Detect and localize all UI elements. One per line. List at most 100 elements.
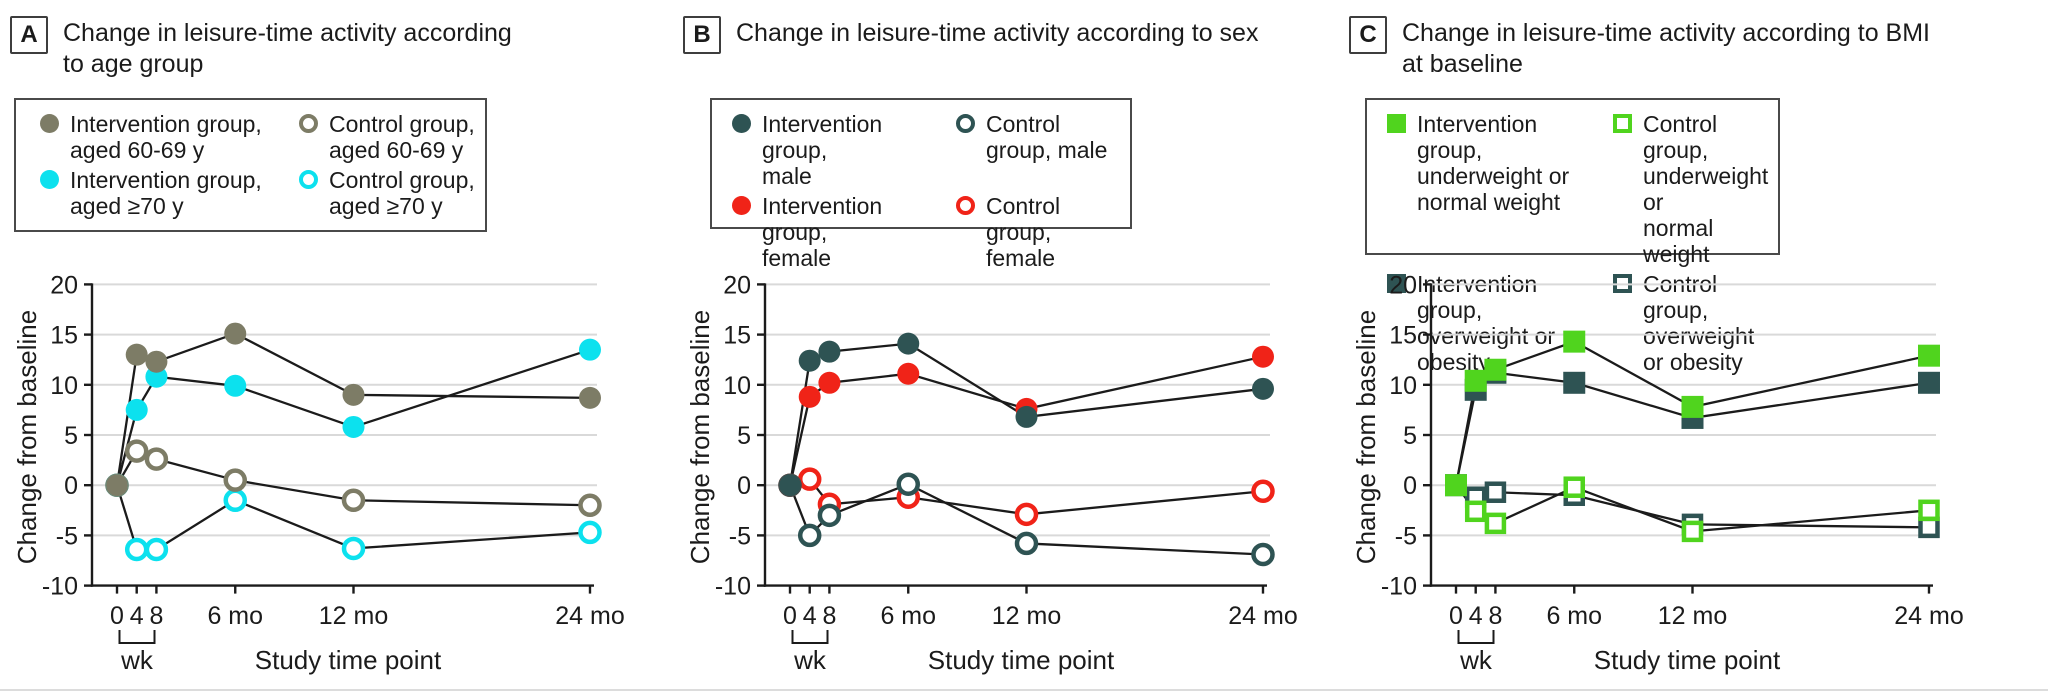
panel-a-legend: Intervention group, aged 60-69 y Interven…	[14, 98, 487, 232]
data-point	[1484, 358, 1507, 381]
panel-c-label: C	[1349, 16, 1387, 54]
legend-item: Control group, underweight or normal wei…	[1613, 111, 1768, 267]
x-tick-label: 12 mo	[992, 602, 1061, 630]
panel-c-legend: Intervention group, underweight or norma…	[1365, 98, 1780, 375]
data-point	[1251, 345, 1274, 368]
x-axis-title: Study time point	[255, 645, 442, 675]
legend-item: Intervention group, male	[732, 111, 942, 189]
data-point	[1251, 542, 1275, 567]
data-point	[223, 488, 247, 513]
data-point	[1484, 481, 1507, 503]
week-bracket-label: wk	[120, 645, 154, 675]
data-point	[897, 362, 920, 385]
panel-c: C Change in leisure-time activity accord…	[1339, 0, 2048, 689]
legend-filled-square-marker	[1387, 274, 1406, 293]
data-point	[341, 488, 366, 513]
legend-item: Intervention group, female	[732, 193, 942, 271]
data-point	[224, 374, 247, 397]
y-tick-label: -5	[729, 522, 751, 550]
data-point	[1464, 369, 1487, 392]
y-tick-label: 10	[1389, 372, 1417, 400]
y-tick-label: 10	[50, 372, 78, 400]
panel-a: A Change in leisure-time activity accord…	[0, 0, 673, 689]
y-tick-label: 0	[737, 472, 751, 500]
y-axis-title: Change from baseline	[1351, 310, 1381, 564]
data-point	[1014, 502, 1039, 527]
y-tick-label: 15	[1389, 322, 1417, 350]
panel-c-chart: 20 15 10 5 0 -5 -10 0 4 8 6 mo 12 mo 24 mo wk Study ti…	[1339, 250, 2048, 689]
series-line	[1454, 371, 1930, 486]
x-tick-label: 12 mo	[319, 602, 388, 630]
data-point	[1918, 516, 1940, 539]
legend-open-circle-marker	[956, 196, 975, 215]
y-tick-label: -10	[715, 573, 751, 601]
y-tick-label: -5	[1395, 522, 1417, 550]
data-point	[125, 343, 148, 366]
legend-open-square-marker	[1613, 114, 1632, 133]
y-tick-label: 20	[723, 271, 751, 299]
legend-item: Control group, female	[956, 193, 1120, 271]
legend-open-circle-marker	[299, 114, 318, 133]
y-tick-label: 5	[1403, 422, 1417, 450]
data-point	[897, 332, 920, 355]
data-point	[1445, 474, 1467, 497]
data-point	[1681, 395, 1704, 418]
data-point	[578, 520, 602, 545]
x-tick-label: 12 mo	[1658, 602, 1727, 630]
data-point	[1563, 476, 1585, 498]
panel-b-title: Change in leisure-time activity accordin…	[736, 19, 1259, 47]
week-bracket-label: wk	[793, 645, 827, 675]
x-tick-label: 4	[1469, 602, 1483, 630]
panel-c-header: C Change in leisure-time activity accord…	[1349, 16, 1930, 80]
data-point	[1917, 344, 1940, 367]
legend-item: Control group, male	[956, 111, 1120, 189]
y-tick-label: 20	[50, 271, 78, 299]
legend-label: Intervention group, underweight or norma…	[1417, 111, 1570, 215]
data-point	[798, 385, 821, 408]
week-bracket-label: wk	[1459, 645, 1493, 675]
series-line	[788, 355, 1264, 486]
data-point	[818, 340, 841, 363]
y-tick-label: 10	[723, 372, 751, 400]
data-point	[578, 493, 602, 518]
legend-item: Control group, aged ≥70 y	[299, 167, 475, 219]
data-point	[1015, 405, 1038, 428]
legend-filled-circle-marker	[732, 196, 751, 215]
data-point	[797, 467, 822, 491]
x-tick-label: 24 mo	[1894, 602, 1963, 630]
y-tick-label: 5	[737, 422, 751, 450]
panel-a-header: A Change in leisure-time activity accord…	[10, 16, 512, 80]
legend-open-circle-marker	[299, 170, 318, 189]
data-point	[578, 338, 601, 361]
data-point	[145, 365, 168, 388]
data-point	[798, 349, 821, 372]
legend-item: Intervention group, underweight or norma…	[1387, 111, 1599, 267]
data-point	[1251, 377, 1274, 400]
legend-label: Intervention group, male	[762, 111, 883, 189]
panel-b: B Change in leisure-time activity accord…	[673, 0, 1339, 689]
y-tick-label: -10	[1381, 573, 1417, 601]
x-tick-label: 6 mo	[207, 602, 263, 630]
x-tick-label: 24 mo	[1228, 602, 1297, 630]
data-point	[797, 523, 822, 548]
x-tick-label: 4	[130, 602, 144, 630]
data-point	[779, 474, 801, 497]
data-point	[124, 439, 149, 463]
legend-item: Intervention group, aged 60-69 y	[40, 111, 285, 163]
data-point	[818, 371, 841, 394]
legend-label: Control group, female	[986, 193, 1061, 271]
x-tick-label: 0	[110, 602, 124, 630]
data-point	[144, 447, 169, 471]
legend-open-circle-marker	[956, 114, 975, 133]
legend-label: Control group, aged ≥70 y	[329, 167, 475, 219]
data-point	[1917, 371, 1940, 394]
y-tick-label: -5	[56, 522, 78, 550]
data-point	[124, 537, 149, 562]
data-point	[342, 383, 365, 406]
data-point	[224, 322, 247, 345]
x-tick-label: 0	[1449, 602, 1463, 630]
